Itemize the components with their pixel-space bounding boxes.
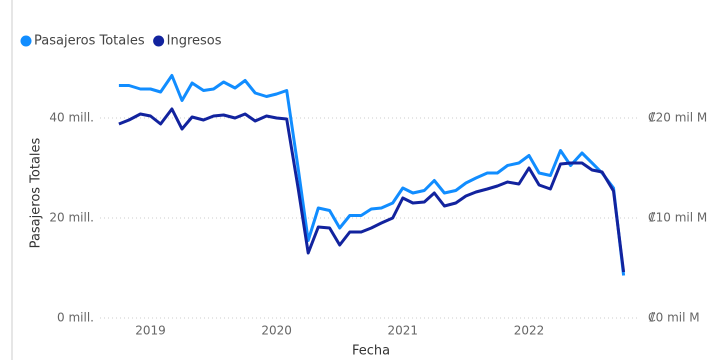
- x-tick-label: 2021: [388, 324, 419, 338]
- y2-tick-label: ₡10 mil M: [648, 211, 707, 225]
- y-tick-label: 40 mill.: [49, 111, 94, 125]
- y2-tick-label: ₡0 mil M: [648, 311, 700, 325]
- y-axis-title: Pasajeros Totales: [29, 137, 44, 248]
- x-tick-label: 2020: [261, 324, 292, 338]
- y-tick-label: 20 mill.: [49, 211, 94, 225]
- y2-tick-label: ₡20 mil M: [648, 111, 707, 125]
- y-tick-label: 0 mill.: [57, 311, 94, 325]
- series-line: [118, 107, 626, 273]
- x-tick-label: 2022: [514, 324, 545, 338]
- x-tick-label: 2019: [135, 324, 166, 338]
- series-line: [118, 74, 626, 276]
- legend-marker: [153, 35, 165, 47]
- legend-label: Ingresos: [167, 34, 222, 49]
- legend-label: Pasajeros Totales: [34, 34, 145, 49]
- x-axis-title: Fecha: [352, 344, 390, 359]
- legend-marker: [20, 35, 32, 47]
